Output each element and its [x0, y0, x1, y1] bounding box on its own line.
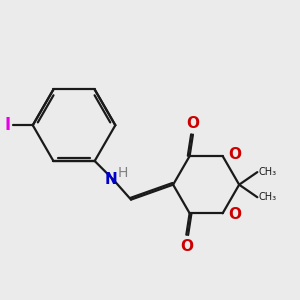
Text: O: O: [229, 147, 242, 162]
Text: I: I: [4, 116, 10, 134]
Text: N: N: [105, 172, 118, 187]
Text: H: H: [118, 166, 128, 180]
Text: O: O: [229, 207, 242, 222]
Text: CH₃: CH₃: [259, 167, 277, 177]
Text: O: O: [186, 116, 200, 130]
Text: CH₃: CH₃: [259, 192, 277, 202]
Text: O: O: [180, 239, 193, 254]
